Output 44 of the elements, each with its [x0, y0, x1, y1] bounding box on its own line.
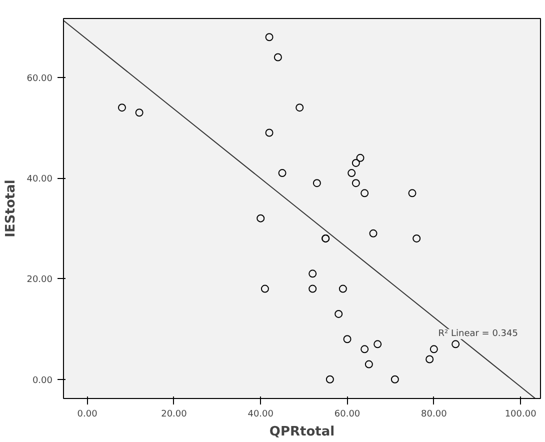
point: [369, 229, 378, 238]
x-tick-label: 20.00: [161, 410, 188, 420]
y-tick-label: 0.00: [32, 376, 53, 386]
point: [265, 128, 274, 137]
point: [356, 154, 364, 162]
point: [360, 345, 369, 354]
x-tick-label: 60.00: [334, 410, 360, 420]
point: [343, 335, 352, 344]
point: [312, 179, 321, 188]
point: [412, 234, 421, 242]
annotation: R² Linear = 0.345: [438, 329, 518, 340]
point: [426, 355, 434, 364]
point: [348, 169, 356, 178]
point: [352, 158, 360, 167]
point: [338, 284, 347, 293]
y-tick-label: 40.00: [26, 174, 53, 185]
point: [326, 375, 334, 384]
point: [265, 33, 274, 42]
x-tick-label: 80.00: [421, 410, 448, 420]
point: [452, 340, 460, 348]
point: [278, 169, 286, 178]
x-tick-label: 100.00: [504, 410, 537, 420]
point: [135, 108, 144, 117]
point: [352, 179, 360, 188]
y-tick-label: 60.00: [26, 74, 53, 84]
point: [118, 104, 126, 112]
y-axis-title: IEStotal: [4, 180, 19, 238]
point: [390, 375, 399, 384]
point: [296, 104, 304, 112]
x-tick-label: 40.00: [248, 410, 274, 420]
x-axis-title: QPRtotal: [269, 424, 335, 440]
point: [360, 189, 369, 198]
y-tick-label: 20.00: [26, 275, 53, 286]
point: [274, 53, 282, 62]
point: [364, 360, 373, 368]
point: [308, 284, 317, 293]
point: [334, 310, 343, 318]
point: [374, 340, 382, 348]
point: [408, 189, 416, 198]
point: [260, 284, 269, 293]
point: [256, 214, 265, 222]
point: [308, 270, 317, 278]
point: [430, 345, 438, 354]
x-tick-label: 0.00: [77, 410, 98, 420]
